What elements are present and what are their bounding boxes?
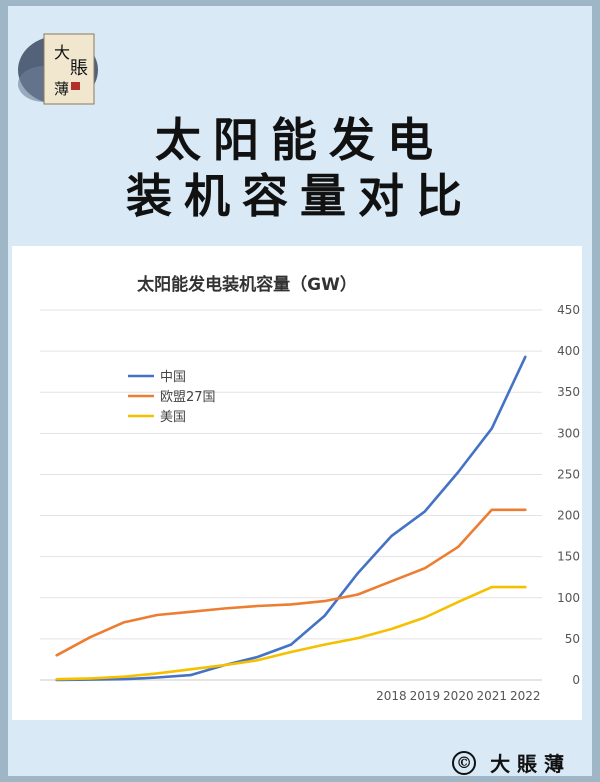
x-tick-label: 2019 [410,689,441,703]
svg-text:薄: 薄 [54,80,69,98]
series-line [55,508,527,657]
svg-text:大: 大 [54,43,70,62]
headline-line-1: 太阳能发电 [155,113,445,167]
svg-text:賬: 賬 [70,58,88,79]
x-tick-label: 2020 [443,689,474,703]
y-tick-label: 50 [565,632,580,646]
y-tick-label: 350 [557,385,580,399]
series-line [55,585,527,681]
legend-label: 美国 [160,410,186,425]
y-tick-label: 400 [557,344,580,358]
y-tick-label: 450 [557,303,580,317]
seal-logo: 大 賬 薄 [14,24,108,110]
y-tick-label: 300 [557,426,580,440]
footer-credit: © 大 賬 薄 [452,748,564,777]
series-line [55,355,527,682]
x-tick-label: 2022 [510,689,541,703]
chart-panel: 太阳能发电装机容量（GW） 0 50 100 150 200 250 300 350 400 45… [12,246,582,720]
copyright-icon: © [452,750,477,775]
legend-label: 欧盟27国 [160,390,216,405]
y-tick-label: 100 [557,591,580,605]
x-tick-label: 2018 [376,689,407,703]
y-tick-label: 200 [557,509,580,523]
line-chart: 0 50 100 150 200 250 300 350 400 450 2018 2019 2020… [40,303,580,703]
legend-label: 中国 [160,370,186,385]
footer-text: 大 賬 薄 [490,752,564,776]
headline-line-2: 装机容量对比 [126,169,474,223]
y-tick-label: 0 [572,673,580,687]
y-tick-label: 250 [557,467,580,481]
chart-title: 太阳能发电装机容量（GW） [137,275,357,295]
x-tick-label: 2021 [477,689,508,703]
y-tick-label: 150 [557,550,580,564]
